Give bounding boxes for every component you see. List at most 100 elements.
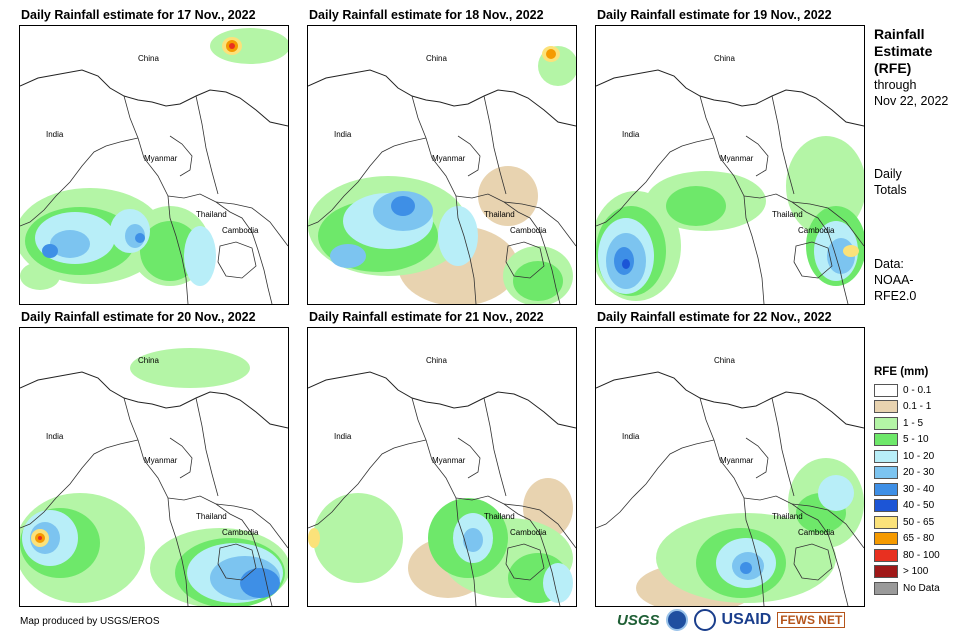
legend-swatch	[874, 383, 898, 397]
legend-swatch	[874, 466, 898, 480]
country-border	[771, 397, 795, 497]
map-canvas	[308, 371, 576, 606]
country-border	[195, 95, 219, 195]
legend-swatch	[874, 433, 898, 447]
map-canvas	[596, 69, 864, 304]
rainfall-map: China India Myanmar Thailand Cambodia	[307, 25, 577, 305]
rainfall-area	[50, 230, 90, 258]
country-border	[20, 69, 288, 127]
rainfall-area	[666, 186, 726, 226]
country-border	[596, 439, 715, 529]
country-label-china: China	[714, 356, 735, 365]
rainfall-area	[330, 244, 366, 268]
rainfall-area	[818, 475, 854, 511]
legend-swatch	[874, 548, 898, 562]
country-label-thailand: Thailand	[772, 512, 803, 521]
country-label-india: India	[334, 432, 352, 441]
legend-item: 20 - 30	[874, 465, 940, 482]
country-border	[596, 137, 715, 227]
rainfall-area	[478, 166, 538, 226]
country-border	[791, 201, 864, 247]
legend-item: 1 - 5	[874, 415, 940, 432]
legend-swatch	[874, 581, 898, 595]
rainfall-area	[308, 528, 320, 548]
country-border	[308, 371, 576, 429]
legend-title: RFE (mm)	[874, 366, 929, 378]
panel-title: Daily Rainfall estimate for 19 Nov., 202…	[597, 8, 832, 22]
country-border	[455, 193, 561, 304]
data-label: Data:	[874, 257, 904, 271]
country-border	[743, 495, 849, 606]
country-border	[457, 135, 481, 177]
map-canvas	[596, 371, 864, 606]
fews-net-logo: FEWS NET	[777, 612, 846, 628]
title-line: Rainfall	[874, 26, 925, 42]
legend-swatch	[874, 532, 898, 546]
panel-title: Daily Rainfall estimate for 22 Nov., 202…	[597, 310, 832, 324]
panel-title: Daily Rainfall estimate for 18 Nov., 202…	[309, 8, 544, 22]
legend: RFE (mm) 0 - 0.1 0.1 - 1 1 - 5 5 - 10 10 - 2…	[874, 366, 940, 597]
country-border	[308, 137, 427, 227]
country-border	[217, 543, 257, 581]
rainfall-area	[130, 348, 250, 388]
legend-swatch	[874, 499, 898, 513]
rainfall-area	[543, 563, 573, 603]
country-label-india: India	[334, 130, 352, 139]
country-border	[457, 437, 481, 479]
country-label-cambodia: Cambodia	[510, 226, 547, 235]
panel-nov18: Daily Rainfall estimate for 18 Nov., 202…	[307, 8, 597, 308]
legend-label: No Data	[903, 582, 940, 594]
rainfall-area	[210, 28, 288, 64]
country-border	[215, 201, 288, 247]
legend-item: 65 - 80	[874, 531, 940, 548]
country-border	[483, 397, 507, 497]
country-label-thailand: Thailand	[484, 210, 515, 219]
title-line: Estimate	[874, 43, 933, 59]
usgs-logo: USGS	[617, 611, 660, 629]
country-label-thailand: Thailand	[196, 512, 227, 521]
logos: USGS USAID FEWS NET	[617, 607, 846, 633]
map-canvas	[20, 28, 288, 304]
legend-label: 0.1 - 1	[903, 401, 932, 413]
country-label-cambodia: Cambodia	[222, 528, 259, 537]
data-source-line: RFE2.0	[874, 289, 917, 303]
map-canvas	[20, 348, 288, 606]
country-label-thailand: Thailand	[484, 512, 515, 521]
legend-label: 10 - 20	[903, 450, 935, 462]
rainfall-area	[135, 233, 145, 243]
sidebar-data-source: Data: NOAA- RFE2.0	[874, 256, 916, 304]
country-border	[483, 95, 507, 195]
legend-item: 0.1 - 1	[874, 399, 940, 416]
country-label-china: China	[138, 356, 159, 365]
rainfall-map: China India Myanmar Thailand Cambodia	[19, 327, 289, 607]
sidebar-daily-totals: Daily Totals	[874, 166, 907, 198]
rainfall-area	[546, 49, 556, 59]
rainfall-area	[463, 528, 483, 552]
country-border	[503, 503, 576, 549]
rainfall-area	[42, 244, 58, 258]
legend-label: > 100	[903, 566, 929, 578]
legend-item: 5 - 10	[874, 432, 940, 449]
legend-label: 20 - 30	[903, 467, 935, 479]
country-label-india: India	[622, 130, 640, 139]
country-label-myanmar: Myanmar	[720, 456, 754, 465]
through-date: Nov 22, 2022	[874, 94, 949, 108]
country-border	[793, 543, 833, 581]
rainfall-map: China India Myanmar Thailand Cambodia	[595, 327, 865, 607]
rainfall-map: China India Myanmar Thailand Cambodia	[19, 25, 289, 305]
legend-item: 80 - 100	[874, 547, 940, 564]
country-label-india: India	[622, 432, 640, 441]
rainfall-area	[184, 226, 216, 286]
country-border	[195, 397, 219, 497]
legend-label: 30 - 40	[903, 483, 935, 495]
data-source-line: NOAA-	[874, 273, 914, 287]
noaa-logo-icon	[665, 609, 688, 631]
panel-nov21: Daily Rainfall estimate for 21 Nov., 202…	[307, 310, 597, 610]
legend-swatch	[874, 515, 898, 529]
country-border	[596, 371, 864, 429]
country-border	[169, 437, 193, 479]
legend-item: 40 - 50	[874, 498, 940, 515]
country-border	[455, 495, 561, 606]
country-border	[217, 241, 257, 279]
rainfall-area	[740, 562, 752, 574]
